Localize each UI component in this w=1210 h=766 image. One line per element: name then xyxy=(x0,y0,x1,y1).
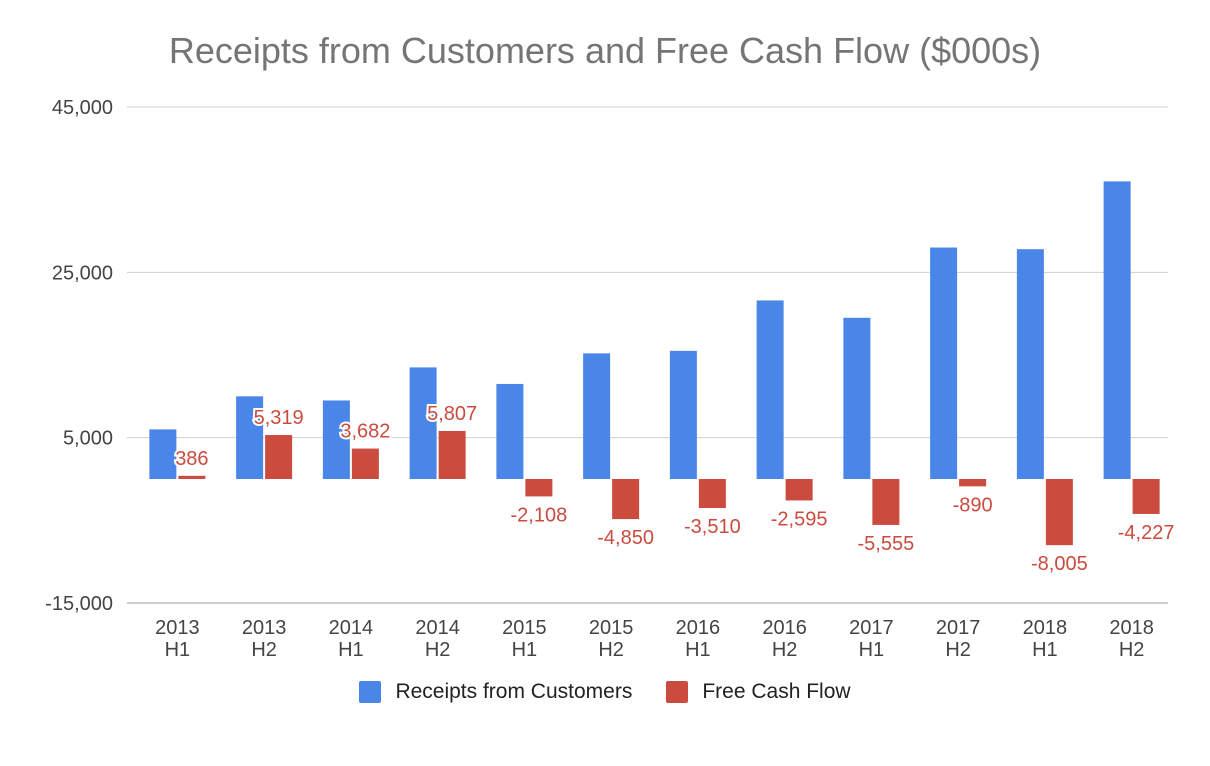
bar-receipts xyxy=(496,383,524,479)
x-tick-label: 2018 xyxy=(1109,617,1154,639)
data-label: -2,108 xyxy=(511,504,568,526)
bar-receipts xyxy=(236,396,264,479)
x-tick-label: 2016 xyxy=(676,617,721,639)
x-tick-label: H1 xyxy=(1032,639,1058,661)
bar-receipts xyxy=(930,247,958,479)
y-tick-label: -15,000 xyxy=(45,593,113,615)
bar-receipts xyxy=(1103,181,1131,479)
legend-swatch-receipts xyxy=(359,681,382,703)
bar-free-cash-flow xyxy=(698,479,726,509)
bar-receipts xyxy=(583,353,611,479)
x-tick-label: H2 xyxy=(425,639,451,661)
x-tick-label: H1 xyxy=(859,639,885,661)
legend-item-free-cash-flow: Free Cash Flow xyxy=(666,680,851,704)
bar-free-cash-flow xyxy=(785,479,813,501)
bar-receipts xyxy=(669,350,697,479)
bar-receipts xyxy=(149,429,177,479)
x-tick-label: 2016 xyxy=(762,617,807,639)
bar-receipts xyxy=(409,367,437,479)
data-label: -2,595 xyxy=(771,508,828,530)
bar-free-cash-flow xyxy=(1132,479,1160,514)
data-label: -5,555 xyxy=(858,533,915,555)
x-tick-label: 2014 xyxy=(415,617,460,639)
bar-free-cash-flow xyxy=(178,475,206,479)
x-tick-label: 2015 xyxy=(502,617,547,639)
x-tick-label: H1 xyxy=(338,639,364,661)
bar-free-cash-flow xyxy=(612,479,640,520)
data-label: 5,319 xyxy=(254,407,304,429)
bar-free-cash-flow xyxy=(959,479,987,487)
data-label: -4,850 xyxy=(597,527,654,549)
legend: Receipts from Customers Free Cash Flow xyxy=(0,680,1210,704)
bar-free-cash-flow xyxy=(1045,479,1073,546)
legend-label-receipts: Receipts from Customers xyxy=(395,680,633,703)
x-tick-label: H1 xyxy=(512,639,538,661)
legend-item-receipts: Receipts from Customers xyxy=(359,680,632,704)
bar-receipts xyxy=(756,300,784,479)
data-label: -890 xyxy=(953,494,993,516)
data-label: 3,682 xyxy=(340,421,390,443)
x-tick-label: H2 xyxy=(251,639,277,661)
y-tick-label: 25,000 xyxy=(52,262,113,284)
data-label: -3,510 xyxy=(684,516,741,538)
y-tick-label: 5,000 xyxy=(63,428,113,450)
chart-title: Receipts from Customers and Free Cash Fl… xyxy=(168,30,1042,71)
x-tick-label: H2 xyxy=(1119,639,1145,661)
bar-free-cash-flow xyxy=(351,448,379,479)
bar-free-cash-flow xyxy=(265,435,293,479)
legend-label-free-cash-flow: Free Cash Flow xyxy=(702,680,851,703)
bar-free-cash-flow xyxy=(525,479,553,497)
bar-free-cash-flow xyxy=(438,430,466,479)
x-tick-label: 2013 xyxy=(155,617,200,639)
x-tick-label: H1 xyxy=(685,639,711,661)
x-tick-label: H1 xyxy=(165,639,191,661)
data-label: -4,227 xyxy=(1118,522,1175,544)
x-tick-label: 2015 xyxy=(589,617,634,639)
data-label: 5,807 xyxy=(427,403,477,425)
x-tick-label: H2 xyxy=(772,639,798,661)
bar-free-cash-flow xyxy=(872,479,900,525)
bar-receipts xyxy=(1016,249,1044,479)
bar-receipts xyxy=(843,317,871,479)
y-tick-label: 45,000 xyxy=(52,97,113,119)
x-tick-label: 2013 xyxy=(242,617,287,639)
x-tick-label: 2018 xyxy=(1023,617,1068,639)
legend-swatch-free-cash-flow xyxy=(666,681,689,703)
data-label: 386 xyxy=(175,448,208,470)
x-tick-label: H2 xyxy=(945,639,971,661)
x-tick-label: 2017 xyxy=(849,617,894,639)
x-tick-label: H2 xyxy=(598,639,624,661)
x-tick-label: 2017 xyxy=(936,617,981,639)
x-tick-label: 2014 xyxy=(329,617,374,639)
data-label: -8,005 xyxy=(1031,553,1088,575)
bar-receipts xyxy=(322,400,350,479)
